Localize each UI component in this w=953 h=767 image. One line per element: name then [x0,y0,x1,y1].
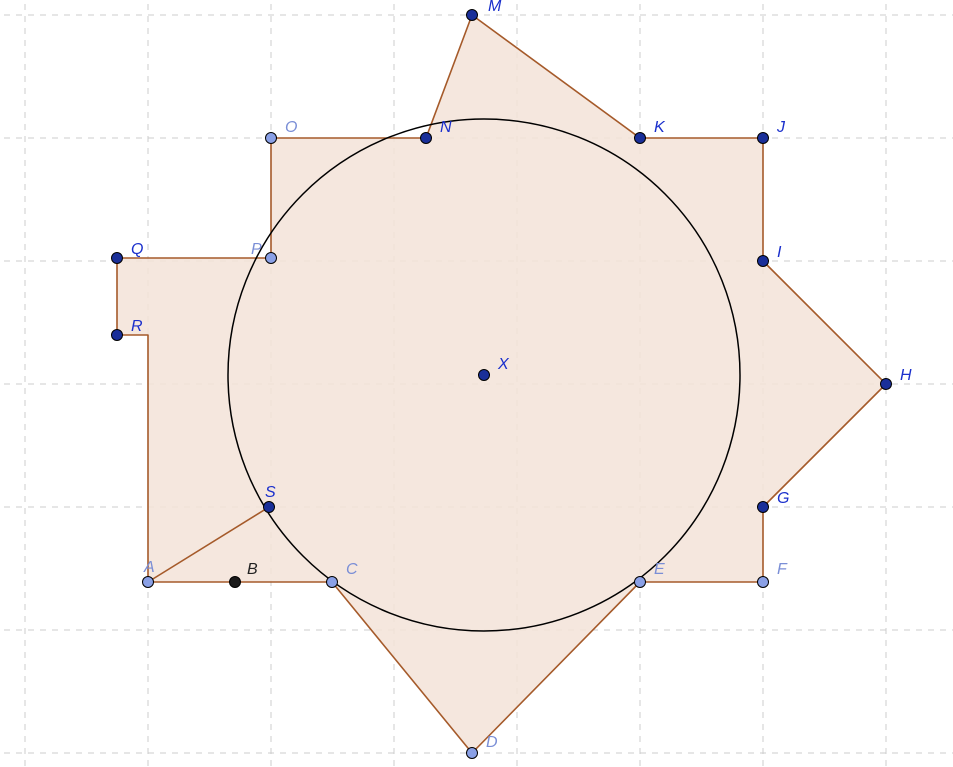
point-g [758,502,769,513]
point-x [479,370,490,381]
geometry-diagram: M O N K J Q P I R X H S G A B C E F D [0,0,953,767]
label-q: Q [131,241,143,258]
label-k: K [654,119,666,136]
label-c: C [346,561,358,578]
label-f: F [777,561,788,578]
point-i [758,256,769,267]
point-f [758,577,769,588]
point-n [421,133,432,144]
point-d [467,748,478,759]
point-r [112,330,123,341]
label-x: X [497,356,510,373]
point-k [635,133,646,144]
label-g: G [777,490,789,507]
label-m: M [488,0,502,15]
point-p [266,253,277,264]
label-j: J [776,119,786,136]
label-r: R [131,318,143,335]
point-a [143,577,154,588]
label-p: P [251,241,262,258]
label-b: B [247,561,258,578]
point-e [635,577,646,588]
label-s: S [265,484,276,501]
point-j [758,133,769,144]
label-a: A [143,559,155,576]
label-e: E [654,561,665,578]
point-c [327,577,338,588]
point-m [467,10,478,21]
label-d: D [486,734,498,751]
point-b [230,577,241,588]
point-s [264,502,275,513]
point-q [112,253,123,264]
label-n: N [440,119,452,136]
label-o: O [285,119,297,136]
label-h: H [900,367,912,384]
point-h [881,379,892,390]
point-o [266,133,277,144]
label-i: I [777,244,782,261]
